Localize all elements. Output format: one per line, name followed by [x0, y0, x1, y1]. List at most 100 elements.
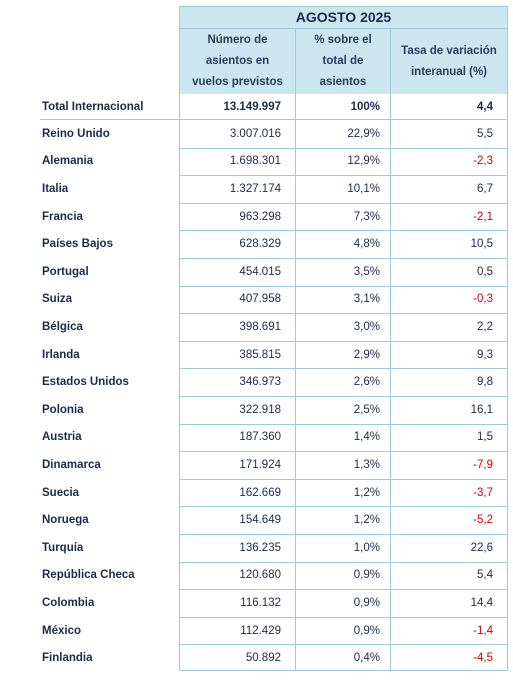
table-row: Francia 963.298 7,3% -2,1 [0, 203, 513, 231]
header-percentage: % sobre el total de asientos [314, 34, 372, 88]
percentage-value: 3,1% [353, 293, 380, 306]
table-row: Suiza 407.958 3,1% -0,3 [0, 286, 513, 314]
table-row: Países Bajos 628.329 4,8% 10,5 [0, 230, 513, 258]
percentage-value: 2,9% [353, 348, 380, 361]
seats-value: 346.973 [239, 376, 281, 389]
change-value: -2,3 [473, 155, 493, 168]
country-name: Bélgica [42, 320, 83, 333]
change-value: 16,1 [470, 403, 493, 416]
table-row: Noruega 154.649 1,2% -5,2 [0, 506, 513, 534]
country-name: Austria [42, 431, 82, 444]
change-value: -4,5 [473, 652, 493, 665]
row-divider [180, 258, 507, 259]
change-value: -0,3 [473, 293, 493, 306]
seats-value: 628.329 [239, 238, 281, 251]
change-value: -3,7 [473, 486, 493, 499]
seats-value: 963.298 [239, 210, 281, 223]
seats-value: 407.958 [239, 293, 281, 306]
change-value: -7,9 [473, 458, 493, 471]
row-divider [180, 616, 507, 618]
percentage-value: 4,8% [353, 238, 380, 251]
seats-value: 162.669 [239, 486, 281, 499]
percentage-value: 7,3% [353, 210, 380, 223]
table-row: Italia 1.327.174 10,1% 6,7 [0, 175, 513, 203]
seats-value: 322.918 [239, 403, 281, 416]
change-value: 5,5 [477, 127, 493, 140]
percentage-value: 2,6% [353, 376, 380, 389]
table-row: Bélgica 398.691 3,0% 2,2 [0, 313, 513, 341]
row-divider [180, 175, 507, 177]
country-name: Dinamarca [42, 458, 101, 471]
table-row: Polonia 322.918 2,5% 16,1 [0, 396, 513, 424]
country-name: República Checa [42, 569, 135, 582]
country-name: Portugal [42, 265, 89, 278]
row-divider [180, 534, 507, 535]
table-row: Finlandia 50.892 0,4% -4,5 [0, 644, 513, 672]
row-divider [180, 340, 507, 342]
seats-value: 1.327.174 [229, 182, 281, 195]
country-name: Finlandia [42, 652, 93, 665]
table-row: República Checa 120.680 0,9% 5,4 [0, 562, 513, 590]
period-header: AGOSTO 2025 [295, 9, 392, 25]
change-value: 22,6 [470, 541, 493, 554]
row-divider [180, 423, 507, 425]
total-row: Total Internacional 13.149.997 100% 4,4 [0, 94, 513, 119]
row-divider [180, 368, 507, 370]
country-name: Francia [42, 210, 83, 223]
country-name: Turquía [42, 541, 84, 554]
row-divider [180, 506, 507, 508]
table-border-bottom [179, 670, 508, 671]
seats-value: 120.680 [239, 569, 281, 582]
column-divider-2 [390, 29, 391, 671]
header-seats: Número de asientos en vuelos previstos [192, 34, 283, 88]
column-divider-1 [295, 29, 296, 671]
change-value: 14,4 [470, 596, 493, 609]
percentage-value: 1,4% [353, 431, 380, 444]
total-seats: 13.149.997 [223, 100, 281, 113]
change-value: 9,8 [477, 376, 493, 389]
percentage-value: 0,4% [353, 652, 380, 665]
change-value: -5,2 [473, 514, 493, 527]
percentage-value: 0,9% [353, 596, 380, 609]
table-row: Estados Unidos 346.973 2,6% 9,8 [0, 368, 513, 396]
table-border-left [179, 6, 180, 671]
row-divider [180, 396, 507, 397]
seats-value: 136.235 [239, 541, 281, 554]
change-value: -1,4 [473, 624, 493, 637]
seats-value: 398.691 [239, 320, 281, 333]
change-value: 6,7 [477, 182, 493, 195]
country-name: Suecia [42, 486, 80, 499]
country-name: México [42, 624, 81, 637]
table-row: Reino Unido 3.007.016 22,9% 5,5 [0, 120, 513, 148]
country-name: Irlanda [42, 348, 80, 361]
row-divider [180, 451, 507, 453]
percentage-value: 3,5% [353, 265, 380, 278]
country-name: Suiza [42, 293, 73, 306]
row-divider [180, 285, 507, 287]
total-percentage: 100% [350, 100, 380, 113]
country-name: Colombia [42, 596, 95, 609]
seats-value: 154.649 [239, 514, 281, 527]
table-row: México 112.429 0,9% -1,4 [0, 617, 513, 645]
seats-value: 1.698.301 [229, 155, 281, 168]
percentage-value: 0,9% [353, 569, 380, 582]
row-divider [180, 561, 507, 563]
country-name: Polonia [42, 403, 84, 416]
percentage-value: 10,1% [347, 182, 380, 195]
change-value: 0,5 [477, 265, 493, 278]
table-row: Suecia 162.669 1,2% -3,7 [0, 479, 513, 507]
country-name: Alemania [42, 155, 94, 168]
table-row: Irlanda 385.815 2,9% 9,3 [0, 341, 513, 369]
change-value: -2,1 [473, 210, 493, 223]
seats-value: 3.007.016 [229, 127, 281, 140]
country-name: Estados Unidos [42, 376, 129, 389]
table-border-right [507, 6, 508, 671]
country-name: Países Bajos [42, 238, 113, 251]
change-value: 5,4 [477, 569, 493, 582]
seats-value: 171.924 [239, 458, 281, 471]
header-annual-change: Tasa de variación interanual (%) [401, 44, 497, 78]
row-divider [180, 478, 507, 480]
total-change: 4,4 [477, 100, 493, 113]
country-name: Italia [42, 182, 69, 195]
table-row: Alemania 1.698.301 12,9% -2,3 [0, 148, 513, 176]
